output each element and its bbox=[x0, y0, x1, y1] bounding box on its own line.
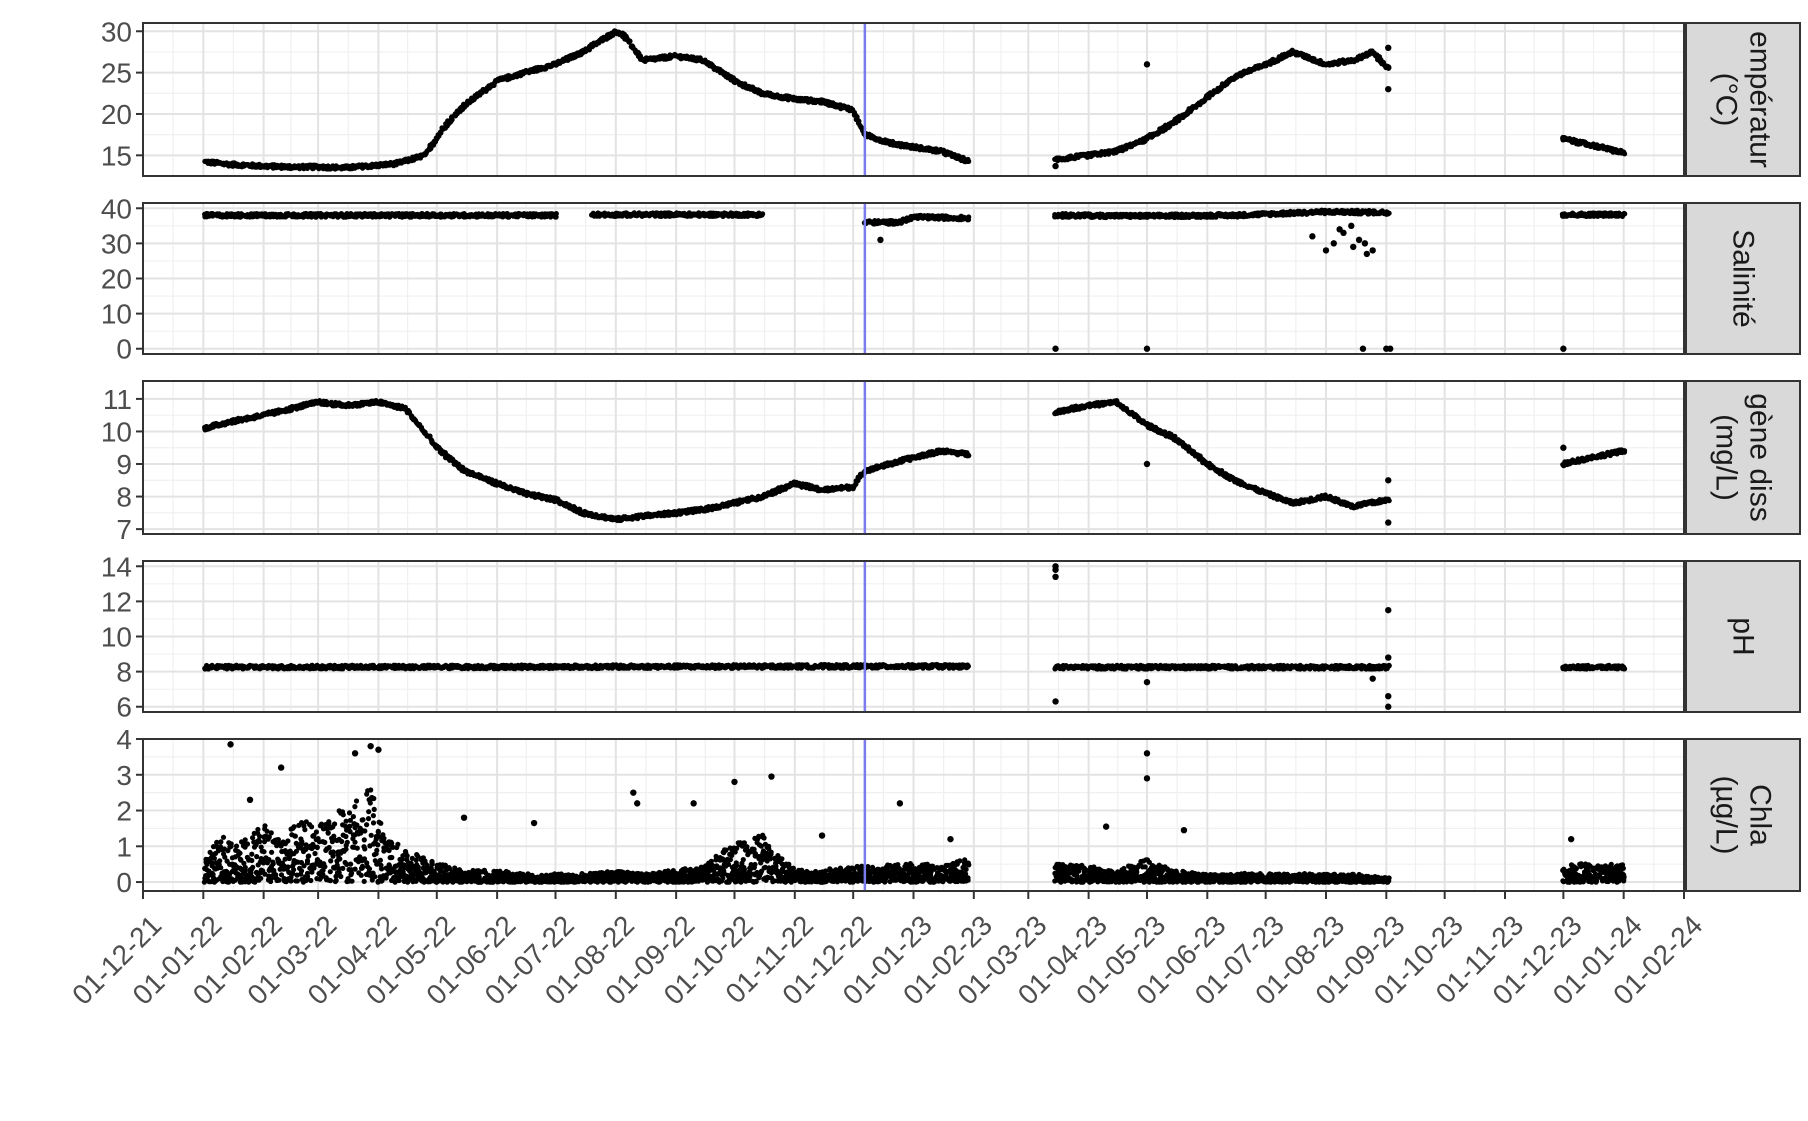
outlier-point bbox=[1356, 237, 1362, 243]
outlier-point bbox=[1052, 346, 1058, 352]
outlier-point bbox=[1360, 346, 1366, 352]
y-tick-label: 30 bbox=[101, 228, 132, 259]
y-tick-label: 15 bbox=[101, 140, 132, 171]
data-point bbox=[966, 453, 971, 458]
y-tick-label: 25 bbox=[101, 58, 132, 89]
outlier-point bbox=[1309, 233, 1315, 239]
facet-strip-label: (°C) bbox=[1710, 73, 1743, 127]
series-salinity-1 bbox=[202, 211, 559, 220]
y-tick-label: 30 bbox=[101, 16, 132, 47]
data-point bbox=[1386, 65, 1391, 70]
data-point bbox=[965, 158, 970, 163]
outlier-point bbox=[1350, 244, 1356, 250]
outlier-point bbox=[1052, 163, 1058, 169]
outlier-point bbox=[1560, 346, 1566, 352]
outlier-point bbox=[1331, 240, 1337, 246]
outlier-point bbox=[1369, 247, 1375, 253]
data-point bbox=[1620, 149, 1625, 154]
outlier-point bbox=[1144, 346, 1150, 352]
y-tick-label: 40 bbox=[101, 193, 132, 224]
y-tick-label: 10 bbox=[101, 299, 132, 330]
outlier-point bbox=[1323, 247, 1329, 253]
y-tick-label: 20 bbox=[101, 99, 132, 130]
outlier-point bbox=[1364, 251, 1370, 257]
outlier-point bbox=[1387, 346, 1393, 352]
facet-strip-label: Salinité bbox=[1727, 229, 1760, 327]
outlier-point bbox=[1385, 86, 1391, 92]
data-point bbox=[554, 214, 559, 219]
outlier-point bbox=[877, 237, 883, 243]
data-point bbox=[966, 214, 971, 219]
data-point bbox=[1385, 210, 1390, 215]
outlier-point bbox=[1336, 226, 1342, 232]
data-point bbox=[1622, 211, 1627, 216]
y-tick-label: 0 bbox=[116, 334, 132, 365]
outlier-point bbox=[1348, 223, 1354, 229]
outlier-point bbox=[1362, 240, 1368, 246]
outlier-point bbox=[1144, 61, 1150, 67]
outlier-point bbox=[1385, 45, 1391, 51]
facet-strip-label: empératur bbox=[1744, 31, 1777, 168]
data-point bbox=[760, 211, 765, 216]
y-tick-label: 20 bbox=[101, 264, 132, 295]
facet-strip-label-group: Salinité bbox=[1727, 229, 1760, 327]
series-salinity-2 bbox=[589, 210, 765, 219]
